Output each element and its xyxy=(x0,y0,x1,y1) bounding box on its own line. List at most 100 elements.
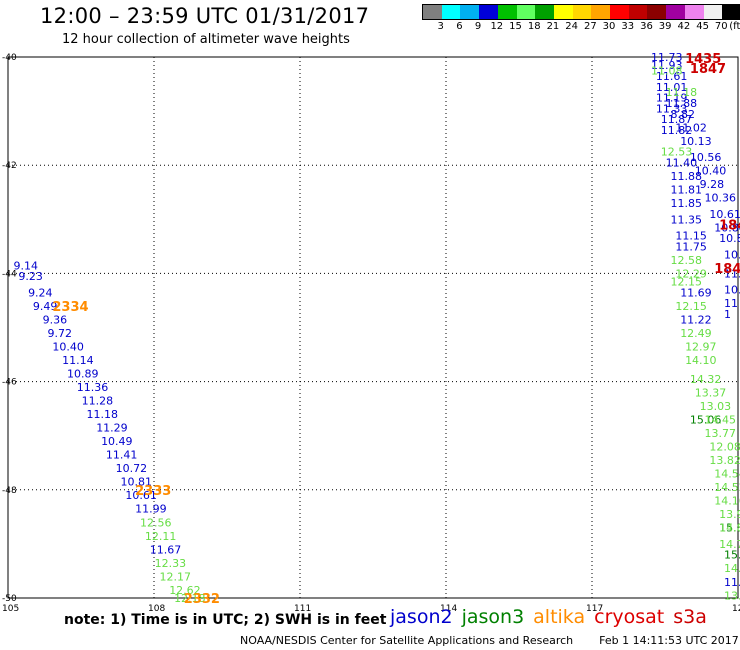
wave-height-label: 11.08 xyxy=(651,65,683,78)
wave-height-label: 11.67 xyxy=(150,543,182,556)
legend-color-box xyxy=(572,5,592,19)
wave-height-label: 10.40 xyxy=(695,165,727,178)
wave-height-label: 12.15 xyxy=(670,276,702,289)
wave-height-label: 8.82 xyxy=(670,108,695,121)
wave-height-label: 10.89 xyxy=(67,367,99,380)
credit-line: NOAA/NESDIS Center for Satellite Applica… xyxy=(240,634,739,647)
satellite-jason2: jason2 xyxy=(390,606,453,628)
wave-height-label: 11.88 xyxy=(670,170,702,183)
wave-height-label: 14.45 xyxy=(705,413,737,426)
legend-color-box xyxy=(722,5,740,19)
wave-height-label: 10.84 xyxy=(714,221,740,234)
wave-height-label: 10.61 xyxy=(709,208,740,221)
lat-tick-label: -48 xyxy=(2,486,17,496)
satellite-jason3: jason3 xyxy=(461,606,525,628)
pass-time-label: 2333 xyxy=(135,484,171,499)
wave-height-label: 11.35 xyxy=(670,213,702,226)
pass-time-label: 1435 xyxy=(685,52,721,67)
wave-height-label: 12.33 xyxy=(155,557,187,570)
wave-height-label: 11.69 xyxy=(680,286,712,299)
wave-height-label: 9.36 xyxy=(43,313,68,326)
wave-height-label: 11.88 xyxy=(666,97,698,110)
legend-label: 6 xyxy=(456,21,463,32)
wave-height-label: 14.88 xyxy=(719,522,740,535)
wave-height-label: 13.5 xyxy=(724,589,740,602)
wave-height-label: 10.61 xyxy=(125,489,156,502)
legend-label: 9 xyxy=(474,21,482,32)
satellite-altika: altika xyxy=(533,606,586,628)
wave-height-label: 9.49 xyxy=(33,300,58,313)
map-title: 12:00 – 23:59 UTC 01/31/2017 xyxy=(40,4,370,28)
wave-height-label: 11.93 xyxy=(651,59,683,72)
wave-height-label: 11.22 xyxy=(680,313,712,326)
wave-height-label: 9.14 xyxy=(13,259,38,272)
legend-label: 24 xyxy=(565,21,579,32)
wave-height-label: 10.4 xyxy=(724,284,740,297)
legend-color-box xyxy=(647,5,667,19)
wave-height-label: 10.81 xyxy=(121,476,152,489)
wave-height-label: 9.24 xyxy=(28,286,53,299)
legend-label: 18 xyxy=(527,21,541,32)
wave-height-label: 12.53 xyxy=(661,146,693,159)
wave-height-label: 11.40 xyxy=(666,156,698,169)
legend-color-box xyxy=(516,5,536,19)
wave-height-label: 14.32 xyxy=(690,373,722,386)
wave-height-label: 14.54 xyxy=(714,468,740,481)
legend-color-box xyxy=(460,5,480,19)
wave-height-label: 14.10 xyxy=(685,354,717,367)
wave-height-label: 14.79 xyxy=(719,538,740,551)
wave-height-label: 12.18 xyxy=(174,592,206,605)
wave-height-label: 13.37 xyxy=(695,386,727,399)
wave-height-label: 11.73 xyxy=(651,51,683,64)
wave-height-label: 11.74 xyxy=(724,576,740,589)
generated-timestamp: Feb 1 14:11:53 UTC 2017 xyxy=(599,634,739,647)
wave-height-label: 11.36 xyxy=(77,381,109,394)
lon-tick-label: 105 xyxy=(2,604,19,614)
legend-label: 36 xyxy=(640,21,653,32)
lon-tick-label: 114 xyxy=(440,604,457,614)
pass-time-label: 1847 xyxy=(690,62,726,77)
legend-color-box xyxy=(684,5,704,19)
wave-height-label: 11.87 xyxy=(661,113,693,126)
wave-height-label: 14.52 xyxy=(714,481,740,494)
wave-height-label: 11.41 xyxy=(106,449,138,462)
legend-color-box xyxy=(535,5,554,19)
pass-time-label: 2334 xyxy=(52,300,88,315)
legend-label: 12 xyxy=(490,21,504,32)
satellite-cryosat: cryosat xyxy=(594,606,665,628)
wave-height-label: 12.97 xyxy=(685,340,717,353)
legend-color-box xyxy=(497,5,517,19)
lon-tick-label: 117 xyxy=(586,604,603,614)
wave-height-label: 10.49 xyxy=(101,435,133,448)
wave-height-label: 11.99 xyxy=(135,503,167,516)
lat-tick-label: -40 xyxy=(2,53,17,63)
legend-label: 21 xyxy=(546,21,560,32)
wave-height-label: 11.14 xyxy=(62,354,93,367)
legend-label: 27 xyxy=(583,21,597,32)
lat-tick-label: -44 xyxy=(2,269,17,279)
map-subtitle: 12 hour collection of altimeter wave hei… xyxy=(62,32,350,47)
legend-color-box xyxy=(423,5,442,19)
legend-label: 3 xyxy=(437,21,444,32)
legend-color-box xyxy=(441,5,461,19)
legend-label: 39 xyxy=(658,21,672,32)
lat-tick-label: -42 xyxy=(2,161,17,171)
wave-height-label: 10.88 xyxy=(719,232,740,245)
wave-height-label: 12.49 xyxy=(680,327,712,340)
wave-height-label: 10.40 xyxy=(52,340,84,353)
legend-label: 45 xyxy=(696,21,709,32)
legend-color-box xyxy=(553,5,573,19)
legend-color-box xyxy=(628,5,648,19)
wave-height-label: 11 xyxy=(724,297,738,310)
legend-label: 30 xyxy=(602,21,616,32)
wave-height-label: 11.33 xyxy=(656,102,688,115)
legend-label: 42 xyxy=(677,21,691,32)
wave-height-label: 13.77 xyxy=(705,427,737,440)
wave-height-label: 9.23 xyxy=(18,270,43,283)
wave-height-label: 11.75 xyxy=(675,240,707,253)
wave-height-label: 12.15 xyxy=(675,300,707,313)
wave-height-label: 11.19 xyxy=(656,92,688,105)
legend-color-box xyxy=(610,5,629,19)
wave-height-label: 11.01 xyxy=(656,81,688,94)
